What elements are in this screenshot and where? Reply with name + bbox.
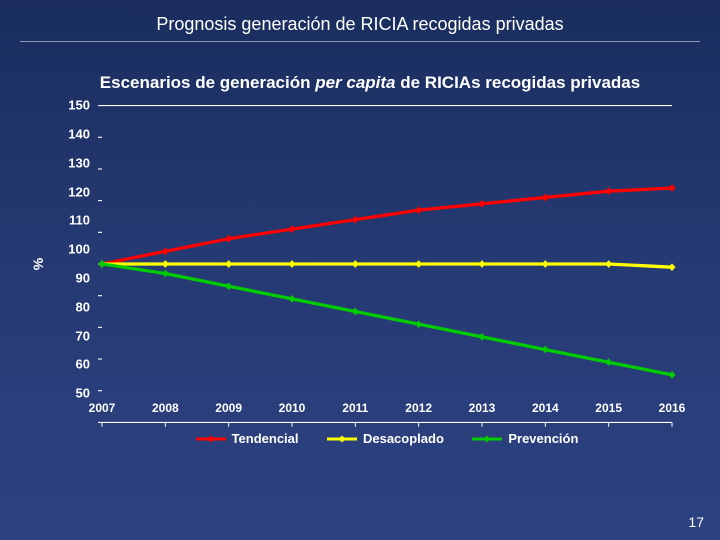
x-tick-label: 2009 [215,401,242,415]
chart-title-italic: per capita [315,73,395,92]
y-tick-label: 110 [69,213,90,228]
y-tick-label: 50 [76,386,90,401]
legend-label: Prevención [508,431,578,446]
x-tick-label: 2012 [405,401,432,415]
y-tick-label: 120 [68,184,90,199]
x-tick-label: 2016 [659,401,686,415]
x-tick-label: 2014 [532,401,559,415]
y-tick-label: 150 [68,98,90,113]
chart-title-part1: Escenarios de generación [100,73,315,92]
title-underline [20,41,700,42]
plot-area: % 5060708090100110120130140150 200720082… [60,99,680,429]
y-axis-label: % [30,258,46,270]
chart-svg [94,99,680,429]
legend-item-prevencion: Prevención [472,431,578,446]
legend-item-desacoplado: Desacoplado [327,431,444,446]
y-tick-label: 60 [76,357,90,372]
chart-title: Escenarios de generación per capita de R… [60,72,680,93]
chart-title-part2: de RICIAs recogidas privadas [396,73,641,92]
page-number: 17 [688,514,704,530]
page-title: Prognosis generación de RICIA recogidas … [0,0,720,41]
x-tick-label: 2007 [89,401,116,415]
legend-label: Desacoplado [363,431,444,446]
legend-swatch-desacoplado [327,433,357,445]
legend-item-tendencial: Tendencial [196,431,299,446]
y-tick-label: 90 [76,271,90,286]
y-tick-label: 80 [76,299,90,314]
y-tick-label: 130 [68,155,90,170]
legend-label: Tendencial [232,431,299,446]
x-tick-label: 2011 [342,401,368,415]
legend-swatch-tendencial [196,433,226,445]
legend-swatch-prevencion [472,433,502,445]
x-tick-label: 2008 [152,401,179,415]
y-ticks: 50 60 70 80 90 100 110 120 130 140 150 [58,99,92,399]
y-tick-label: 100 [68,242,90,257]
x-tick-label: 2010 [279,401,306,415]
chart-container: Escenarios de generación per capita de R… [60,72,680,429]
x-tick-label: 2013 [469,401,496,415]
y-tick-label: 140 [68,127,90,142]
x-ticks: 2007200820092010201120122013201420152016 [94,401,680,421]
legend: Tendencial Desacoplado Prevención [94,431,680,450]
y-tick-label: 70 [76,328,90,343]
x-tick-label: 2015 [595,401,622,415]
